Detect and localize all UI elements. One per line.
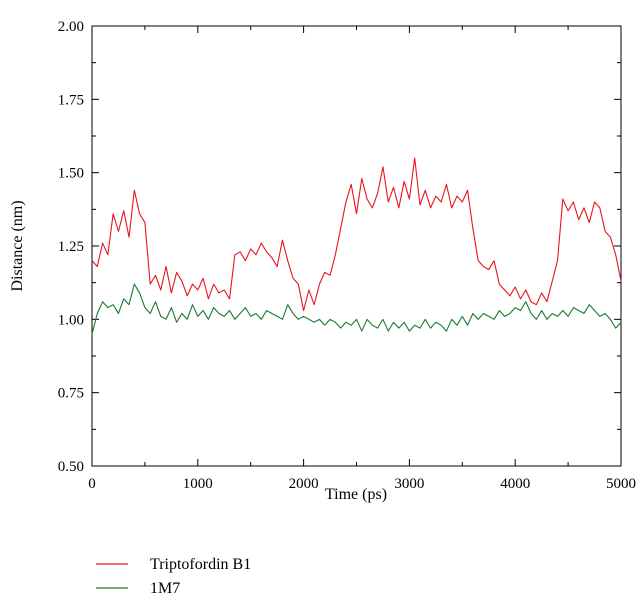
y-tick-label: 2.00: [58, 19, 84, 35]
y-tick-label: 1.50: [58, 166, 84, 182]
y-tick-label: 1.75: [58, 92, 84, 108]
series-line-triptofordin-b1: [91, 157, 622, 312]
plot-area-frame: [91, 25, 622, 467]
x-tick-label: 0: [88, 476, 96, 492]
x-tick-label: 1000: [183, 476, 213, 492]
y-tick-label: 1.00: [58, 312, 84, 328]
legend-label-1m7: 1M7: [150, 580, 180, 597]
y-axis-ticks: 0.50 0.75 1.00 1.25 1.50 1.75 2.00: [58, 19, 621, 475]
y-tick-label: 0.75: [58, 386, 84, 402]
x-tick-label: 5000: [606, 476, 636, 492]
y-tick-label: 0.50: [58, 459, 84, 475]
legend: Triptofordin B1 1M7: [96, 556, 251, 597]
y-tick-label: 1.25: [58, 239, 84, 255]
series-line-1m7: [91, 283, 622, 335]
y-axis-label: Distance (nm): [9, 200, 26, 291]
x-axis-label: Time (ps): [325, 486, 387, 503]
series-layer: [91, 157, 622, 335]
legend-label-triptofordin-b1: Triptofordin B1: [150, 556, 251, 573]
x-tick-label: 3000: [394, 476, 424, 492]
x-tick-label: 2000: [289, 476, 319, 492]
x-tick-label: 4000: [500, 476, 530, 492]
x-axis-ticks: 0 1000 2000 3000 4000 5000: [88, 26, 636, 492]
